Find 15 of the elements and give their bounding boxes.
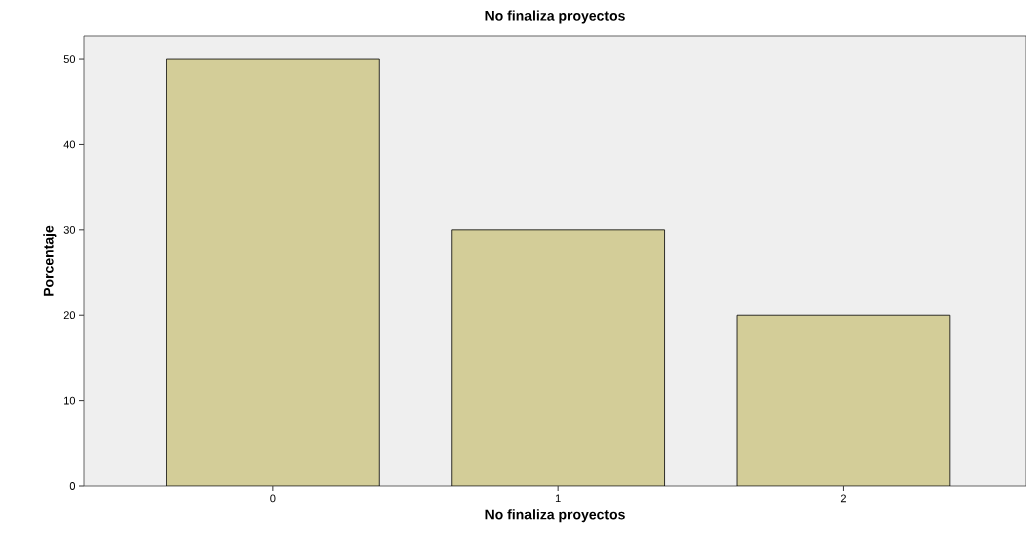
y-tick-label: 50 (63, 55, 76, 63)
bar (166, 58, 380, 486)
y-tick-label: 40 (63, 140, 76, 149)
x-axis-title: No finaliza proyectos (485, 509, 625, 523)
y-tick-label: 20 (63, 311, 76, 320)
y-tick-label: 30 (63, 225, 76, 234)
bar (451, 229, 665, 486)
y-tick-label: 10 (64, 396, 76, 405)
x-tick-label: 2 (840, 494, 846, 503)
y-tick-label: 0 (69, 482, 76, 490)
x-tick-label: 0 (270, 494, 276, 503)
chart-title: No finaliza proyectos (485, 10, 625, 24)
x-tick-label: 1 (555, 494, 561, 503)
bar (736, 314, 951, 486)
y-axis-title: Porcentaje (43, 225, 57, 296)
